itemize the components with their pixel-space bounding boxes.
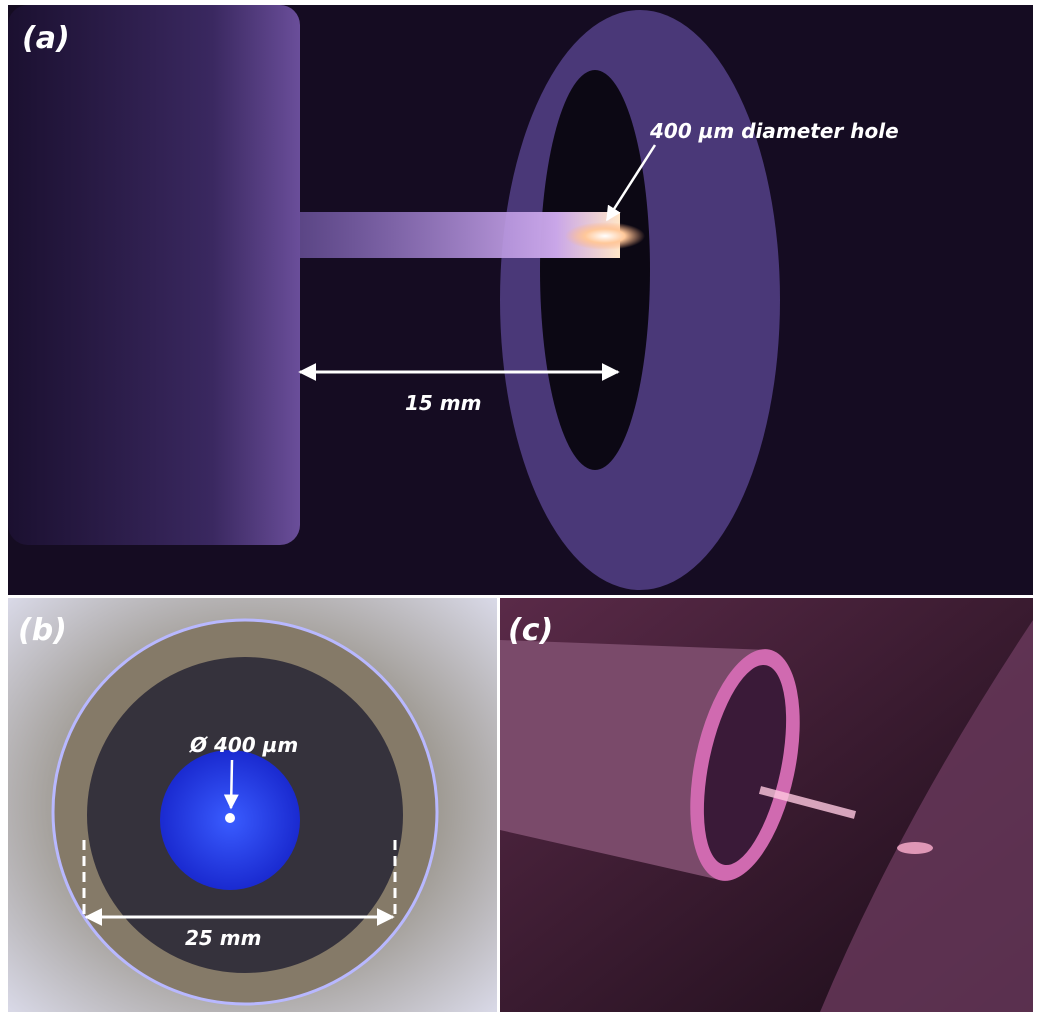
annotation: 25 mm <box>185 926 261 950</box>
annotation: 400 µm diameter hole <box>649 119 899 143</box>
annotation: 15 mm <box>405 391 481 415</box>
arrow <box>231 760 232 808</box>
hole <box>225 813 235 823</box>
panel-c: (c) <box>500 598 1033 1012</box>
panel-label: (b) <box>18 613 67 648</box>
spot <box>897 842 933 854</box>
cylinder <box>8 5 300 545</box>
panel-b: (b) Ø 400 µm 25 mm <box>8 598 497 1012</box>
ring-hole <box>540 70 650 470</box>
panel-label: (a) <box>22 21 70 56</box>
bright-spot <box>565 222 645 250</box>
panel-a: (a) 400 µm diameter hole 15 mm <box>8 5 1033 595</box>
annotation: Ø 400 µm <box>189 733 298 757</box>
panel-label: (c) <box>508 613 553 648</box>
figure: (a) 400 µm diameter hole 15 mm (b) Ø 400… <box>0 0 1041 1019</box>
